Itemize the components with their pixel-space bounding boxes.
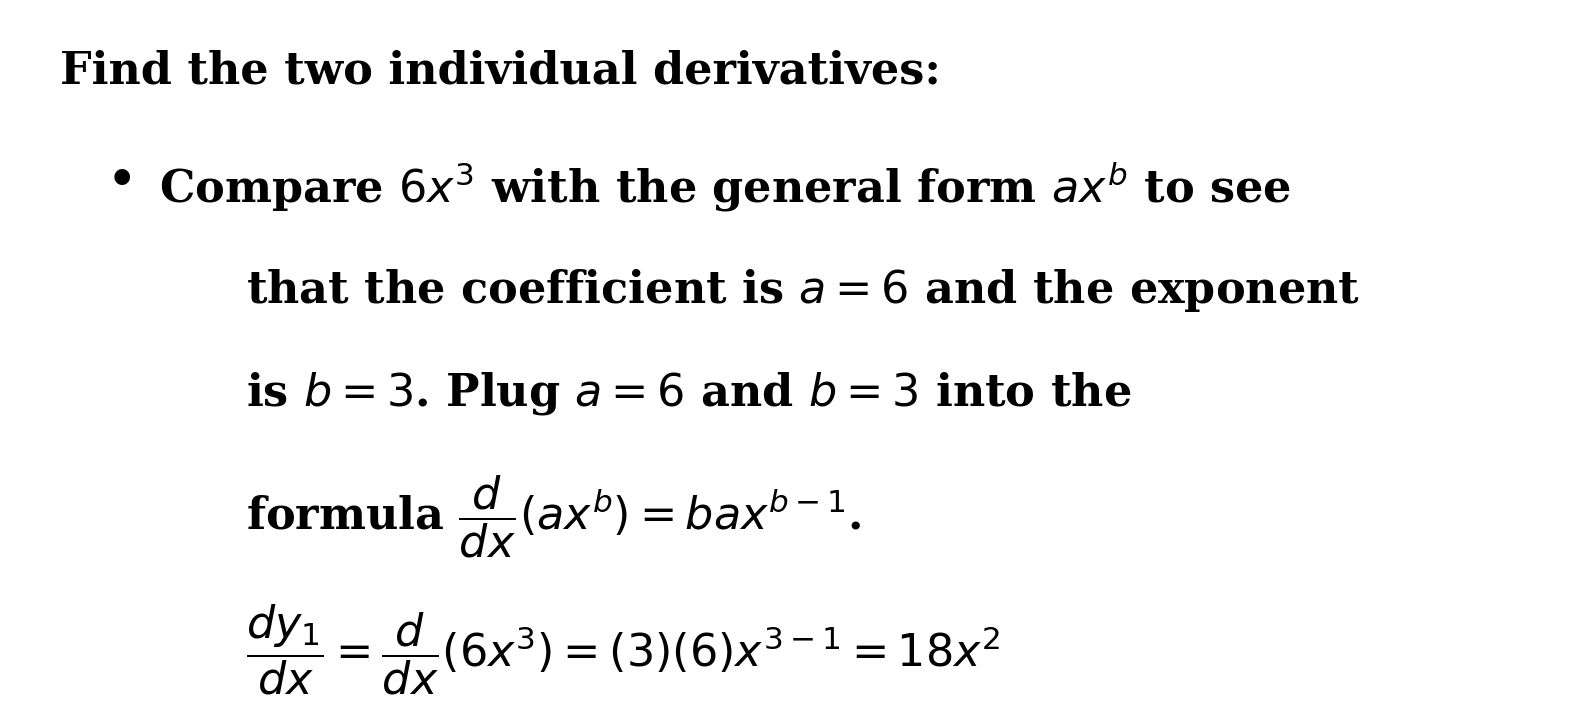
Text: that the coefficient is $a = 6$ and the exponent: that the coefficient is $a = 6$ and the … <box>246 267 1359 314</box>
Text: Compare $6x^3$ with the general form $ax^b$ to see: Compare $6x^3$ with the general form $ax… <box>159 160 1291 214</box>
Text: is $b = 3$. Plug $a = 6$ and $b = 3$ into the: is $b = 3$. Plug $a = 6$ and $b = 3$ int… <box>246 370 1131 417</box>
Text: •: • <box>108 160 136 203</box>
Text: formula $\dfrac{d}{dx}(ax^b) = bax^{b-1}$.: formula $\dfrac{d}{dx}(ax^b) = bax^{b-1}… <box>246 473 861 560</box>
Text: $\dfrac{dy_1}{dx} = \dfrac{d}{dx}(6x^3) = (3)(6)x^{3-1} = 18x^2$: $\dfrac{dy_1}{dx} = \dfrac{d}{dx}(6x^3) … <box>246 602 1001 696</box>
Text: Find the two individual derivatives:: Find the two individual derivatives: <box>60 50 940 93</box>
